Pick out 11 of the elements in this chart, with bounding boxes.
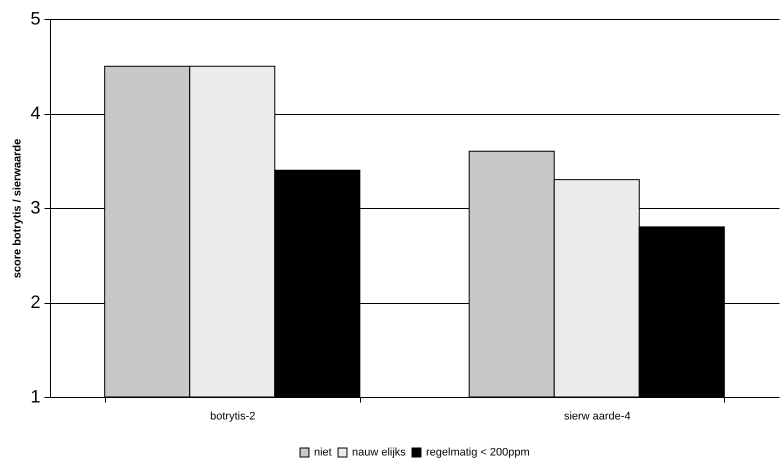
x-tick-label: sierw aarde-4 <box>564 410 631 422</box>
y-tick-label: 5 <box>30 8 40 28</box>
legend-label: niet <box>314 446 332 459</box>
y-axis-title: score botrytis / sierwaarde <box>11 138 24 278</box>
y-tick-label: 2 <box>30 292 40 312</box>
y-tick-label: 3 <box>30 198 40 218</box>
legend-label: nauw elijks <box>352 446 406 459</box>
legend-label: regelmatig < 200ppm <box>426 446 530 459</box>
y-tick-label: 4 <box>30 103 40 123</box>
x-tick-label: botrytis-2 <box>210 410 256 422</box>
y-tick-label: 1 <box>30 386 40 406</box>
